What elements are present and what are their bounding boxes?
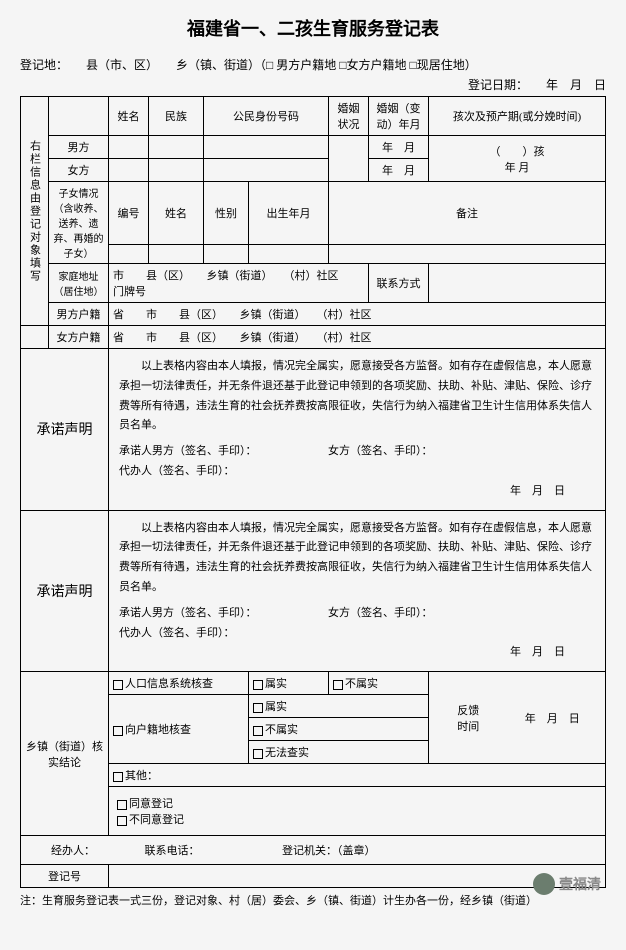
- address-content[interactable]: 市 县（区） 乡镇（街道） （村）社区 门牌号: [109, 264, 369, 303]
- col-child-due: 孩次及预产期(或分娩时间): [429, 97, 606, 136]
- verify-side-label: 乡镇（街道）核实结论: [21, 672, 109, 836]
- opt-true2[interactable]: 属实: [249, 695, 429, 718]
- cell-child[interactable]: （ ）孩 年 月: [429, 136, 606, 182]
- blank-side: [21, 326, 49, 349]
- cell[interactable]: [249, 244, 329, 263]
- cell[interactable]: [204, 244, 249, 263]
- opt-false[interactable]: 不属实: [329, 672, 429, 695]
- col-name: 姓名: [109, 97, 149, 136]
- col-cname: 姓名: [149, 182, 204, 245]
- cell[interactable]: [329, 136, 369, 182]
- feedback-date: 年 月 日: [525, 710, 580, 726]
- col-sex: 性别: [204, 182, 249, 245]
- feedback-cell[interactable]: 反馈时间 年 月 日: [429, 672, 606, 764]
- row-female: 女方: [49, 159, 109, 182]
- col-ethnic: 民族: [149, 97, 204, 136]
- handler-line[interactable]: 经办人： 联系电话： 登记机关：（盖章）: [21, 836, 606, 865]
- verify-row1[interactable]: 人口信息系统核查: [109, 672, 249, 695]
- footnote: 注：生育服务登记表一式三份，登记对象、村（居）委会、乡（镇、街道）计生办各一份，…: [20, 892, 606, 908]
- cell[interactable]: [149, 244, 204, 263]
- cell[interactable]: [109, 136, 149, 159]
- declare-body-2: 以上表格内容由本人填报，情况完全属实，愿意接受各方监督。如有存在虚假信息，本人愿…: [109, 510, 606, 672]
- cell[interactable]: [149, 136, 204, 159]
- female-reg-label: 女方户籍: [49, 326, 109, 349]
- declare-date[interactable]: 年 月 日: [119, 482, 595, 502]
- col-marital: 婚姻状况: [329, 97, 369, 136]
- cell-ym[interactable]: 年 月: [369, 159, 429, 182]
- agree-block[interactable]: 同意登记 不同意登记: [109, 787, 606, 836]
- address-label: 家庭地址（居住地）: [49, 264, 109, 303]
- col-no: 编号: [109, 182, 149, 245]
- row-male: 男方: [49, 136, 109, 159]
- opt-unable[interactable]: 无法查实: [249, 741, 429, 764]
- location-line: 登记地： 县（市、区） 乡（镇、街道）（□ 男方户籍地 □女方户籍地 □现居住地…: [20, 56, 606, 73]
- watermark-text: 壹福清: [559, 874, 601, 894]
- disagree-opt[interactable]: 不同意登记: [129, 814, 184, 826]
- verify-row3[interactable]: 其他：: [109, 764, 606, 787]
- col-id: 公民身份号码: [204, 97, 329, 136]
- blank: [49, 97, 109, 136]
- declare-label-1: 承诺声明: [21, 349, 109, 511]
- agree-opt[interactable]: 同意登记: [129, 798, 173, 810]
- verify-row2[interactable]: 向户籍地核查: [109, 695, 249, 764]
- cell[interactable]: [329, 244, 606, 263]
- sign-line-2[interactable]: 代办人（签名、手印）：: [119, 462, 595, 482]
- children-label: 子女情况（含收养、送养、遗弃、再婚的子女）: [49, 182, 109, 264]
- feedback-label: 反馈时间: [454, 702, 482, 734]
- sign-line-1[interactable]: 承诺人男方（签名、手印）： 女方（签名、手印）：: [119, 604, 595, 624]
- declare-text: 以上表格内容由本人填报，情况完全属实，愿意接受各方监督。如有存在虚假信息，本人愿…: [119, 519, 595, 598]
- cell[interactable]: [109, 244, 149, 263]
- declare-label-2: 承诺声明: [21, 510, 109, 672]
- female-reg-content[interactable]: 省 市 县（区） 乡镇（街道） （村）社区: [109, 326, 606, 349]
- col-marriage-change: 婚姻（变动）年月: [369, 97, 429, 136]
- cell[interactable]: [204, 136, 329, 159]
- cell[interactable]: [429, 264, 606, 303]
- opt-false2[interactable]: 不属实: [249, 718, 429, 741]
- opt-true[interactable]: 属实: [249, 672, 329, 695]
- sign-line-2[interactable]: 代办人（签名、手印）：: [119, 624, 595, 644]
- male-reg-label: 男方户籍: [49, 303, 109, 326]
- reg-no-label: 登记号: [21, 865, 109, 888]
- cell-ym[interactable]: 年 月: [369, 136, 429, 159]
- declare-text: 以上表格内容由本人填报，情况完全属实，愿意接受各方监督。如有存在虚假信息，本人愿…: [119, 357, 595, 436]
- declare-date[interactable]: 年 月 日: [119, 643, 595, 663]
- cell[interactable]: [204, 159, 329, 182]
- col-note: 备注: [329, 182, 606, 245]
- col-birth: 出生年月: [249, 182, 329, 245]
- declare-body-1: 以上表格内容由本人填报，情况完全属实，愿意接受各方监督。如有存在虚假信息，本人愿…: [109, 349, 606, 511]
- date-line: 登记日期： 年 月 日: [20, 76, 606, 93]
- sign-line-1[interactable]: 承诺人男方（签名、手印）： 女方（签名、手印）：: [119, 442, 595, 462]
- form-title: 福建省一、二孩生育服务登记表: [20, 15, 606, 41]
- watermark-icon: [533, 873, 555, 895]
- side-label-1: 右栏信息由登记对象填写: [21, 97, 49, 326]
- cell[interactable]: [149, 159, 204, 182]
- contact-label: 联系方式: [369, 264, 429, 303]
- cell[interactable]: [109, 159, 149, 182]
- reg-no-cell[interactable]: [109, 865, 606, 888]
- male-reg-content[interactable]: 省 市 县（区） 乡镇（街道） （村）社区: [109, 303, 606, 326]
- watermark: 壹福清: [533, 873, 601, 895]
- main-table: 右栏信息由登记对象填写 姓名 民族 公民身份号码 婚姻状况 婚姻（变动）年月 孩…: [20, 96, 606, 888]
